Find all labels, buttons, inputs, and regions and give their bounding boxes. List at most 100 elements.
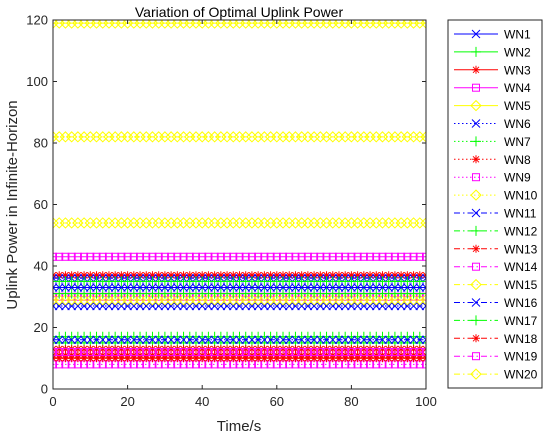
data-point: [285, 252, 294, 261]
x-tick-label: 60: [270, 394, 284, 409]
data-point: [422, 360, 426, 369]
data-point: [341, 271, 350, 280]
data-point: [291, 348, 300, 357]
data-point: [241, 335, 251, 345]
data-point: [378, 283, 387, 292]
data-point: [291, 335, 300, 345]
data-point: [123, 252, 132, 261]
data-point: [216, 354, 225, 363]
data-point: [241, 348, 250, 357]
data-point: [210, 301, 219, 311]
legend-marker: [471, 315, 481, 326]
data-point: [341, 348, 350, 357]
data-point: [279, 354, 288, 363]
data-point: [247, 348, 256, 357]
data-point: [179, 271, 188, 280]
data-point: [365, 335, 375, 345]
data-point: [291, 301, 300, 311]
data-point: [210, 271, 219, 280]
plot-area: 0 20 40 60 80 100 0 20 40 60 80 100 120: [26, 13, 437, 410]
data-point: [415, 252, 424, 261]
data-point: [347, 283, 356, 292]
x-tick-label: 20: [120, 394, 134, 409]
data-point: [334, 252, 343, 261]
data-point: [235, 283, 244, 292]
data-point: [241, 252, 250, 261]
data-point: [422, 252, 426, 261]
data-point: [310, 354, 319, 363]
data-point: [104, 301, 114, 311]
y-tick-label: 120: [26, 13, 48, 28]
data-point: [266, 252, 275, 261]
data-point: [110, 283, 120, 292]
data-point: [303, 271, 312, 280]
data-point: [409, 348, 418, 357]
data-point: [334, 354, 343, 363]
data-point: [285, 354, 294, 363]
data-point: [61, 252, 70, 261]
legend-label: WN1: [504, 28, 531, 42]
legend-entry-wn11: WN11: [454, 207, 537, 221]
legend-entry-wn9: WN9: [454, 171, 531, 185]
data-point: [322, 252, 331, 261]
data-point: [98, 335, 108, 345]
data-point: [322, 283, 331, 292]
data-point: [235, 348, 244, 357]
legend-entry-wn19: WN19: [454, 350, 538, 364]
data-point: [284, 335, 294, 345]
data-point: [210, 335, 219, 345]
data-point: [222, 301, 232, 311]
data-point: [104, 354, 113, 363]
y-tick-label: 40: [34, 259, 48, 274]
data-point: [179, 348, 188, 357]
data-point: [204, 354, 213, 363]
data-point: [111, 271, 120, 280]
data-point: [359, 301, 369, 311]
legend-entry-wn13: WN13: [454, 242, 538, 256]
data-point: [272, 283, 282, 292]
x-tick-label: 40: [195, 394, 209, 409]
data-point: [123, 354, 132, 363]
data-point: [366, 252, 375, 261]
data-point: [185, 354, 194, 363]
data-point: [85, 283, 95, 292]
data-point: [92, 271, 101, 280]
data-point: [160, 271, 169, 280]
series-wn16: [53, 335, 426, 345]
data-point: [260, 283, 269, 292]
data-point: [328, 335, 338, 345]
data-point: [92, 354, 101, 363]
data-point: [160, 335, 170, 345]
data-point: [353, 252, 362, 261]
legend-marker: [472, 352, 480, 361]
legend-marker: [470, 189, 482, 201]
legend-box: [447, 19, 543, 389]
data-point: [191, 354, 200, 363]
data-point: [297, 271, 306, 280]
data-point: [191, 252, 200, 261]
data-point: [229, 271, 238, 280]
data-point: [204, 335, 213, 345]
data-point: [167, 271, 176, 280]
data-point: [92, 348, 101, 357]
data-point: [266, 301, 275, 311]
data-point: [210, 283, 219, 292]
data-point: [223, 354, 232, 363]
data-point: [420, 131, 426, 143]
data-point: [397, 354, 406, 363]
series-wn12: [53, 276, 426, 287]
data-point: [79, 301, 89, 311]
data-point: [191, 271, 200, 280]
data-point: [291, 252, 300, 261]
data-point: [384, 283, 394, 292]
x-tick-label: 100: [415, 394, 437, 409]
data-point: [123, 271, 132, 280]
data-point: [154, 301, 164, 311]
data-point: [347, 335, 356, 345]
data-point: [266, 354, 275, 363]
data-point: [86, 348, 95, 357]
data-point: [179, 354, 188, 363]
data-point: [322, 301, 331, 311]
data-point: [55, 271, 64, 280]
data-point: [341, 354, 350, 363]
